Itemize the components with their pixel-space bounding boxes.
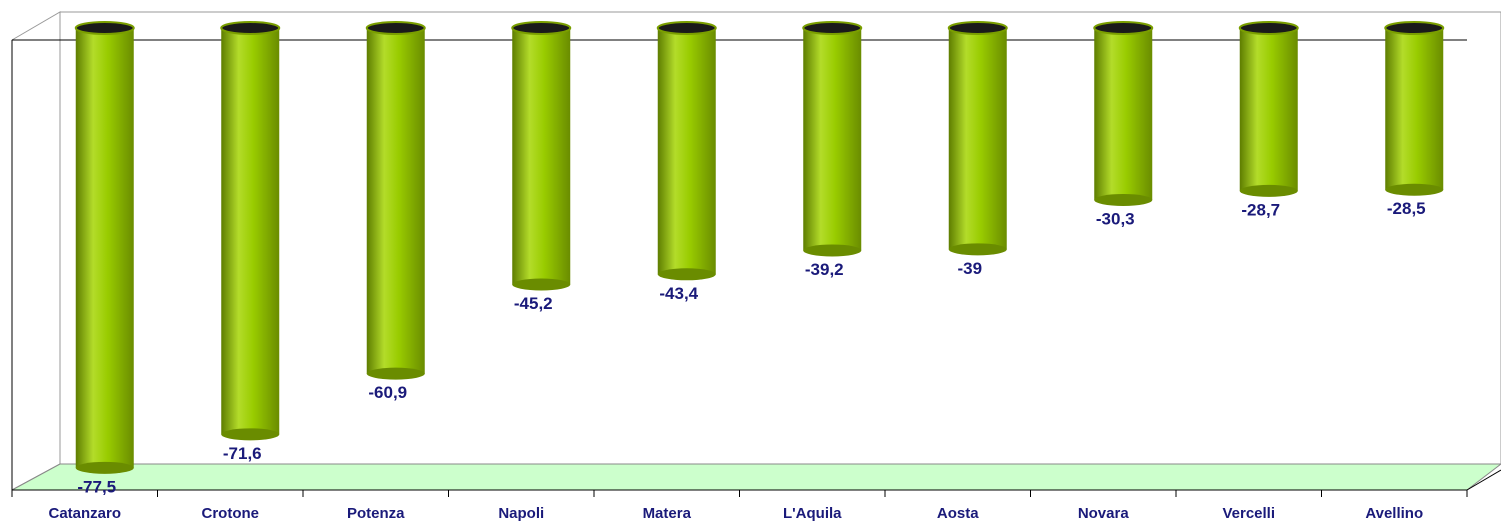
bar-bottom xyxy=(512,278,571,291)
value-label: -39 xyxy=(957,259,982,278)
bar xyxy=(1239,28,1298,191)
bar xyxy=(948,28,1007,250)
value-label: -60,9 xyxy=(368,383,407,402)
bar xyxy=(803,28,862,251)
bar-bottom xyxy=(1094,193,1153,206)
bar-bottom xyxy=(75,461,134,474)
value-label: -45,2 xyxy=(514,294,553,313)
bar xyxy=(75,28,134,468)
side-wall xyxy=(11,11,61,491)
x-tick-label: Aosta xyxy=(937,505,979,522)
bar-top xyxy=(1238,21,1299,35)
x-tick-label: Avellino xyxy=(1365,505,1423,522)
value-label: -77,5 xyxy=(77,477,116,496)
value-label: -28,5 xyxy=(1387,199,1426,218)
bar-top xyxy=(74,21,135,35)
x-tick-label: Potenza xyxy=(347,505,405,522)
bar-top xyxy=(1384,21,1445,35)
value-label: -28,7 xyxy=(1241,200,1280,219)
bar xyxy=(1094,28,1153,200)
bar xyxy=(221,28,280,435)
bar-bottom xyxy=(948,243,1007,256)
bar-bottom xyxy=(221,428,280,441)
x-tick-label: Vercelli xyxy=(1222,505,1275,522)
bar xyxy=(512,28,571,285)
bar-top xyxy=(365,21,426,35)
bar-top xyxy=(656,21,717,35)
x-tick-label: Napoli xyxy=(498,505,544,522)
bar-bottom xyxy=(803,244,862,257)
value-label: -43,4 xyxy=(659,284,698,303)
value-label: -30,3 xyxy=(1096,209,1135,228)
bar-top xyxy=(511,21,572,35)
bar-bottom xyxy=(1239,184,1298,197)
bar-top xyxy=(947,21,1008,35)
x-tick-label: L'Aquila xyxy=(783,505,842,522)
x-tick-label: Matera xyxy=(643,505,692,522)
x-tick-label: Crotone xyxy=(202,505,260,522)
bar xyxy=(366,28,425,374)
x-tick-label: Novara xyxy=(1078,505,1130,522)
bar xyxy=(657,28,716,275)
value-label: -71,6 xyxy=(223,444,262,463)
x-axis-depth xyxy=(1466,469,1501,491)
bar xyxy=(1385,28,1444,190)
bar-top xyxy=(802,21,863,35)
bar-top xyxy=(1093,21,1154,35)
bar-bottom xyxy=(366,367,425,380)
bar-bottom xyxy=(657,268,716,281)
floor xyxy=(11,463,1501,491)
bar-bottom xyxy=(1385,183,1444,196)
x-tick-label: Catanzaro xyxy=(48,505,121,522)
bar-top xyxy=(220,21,281,35)
value-label: -39,2 xyxy=(805,260,844,279)
